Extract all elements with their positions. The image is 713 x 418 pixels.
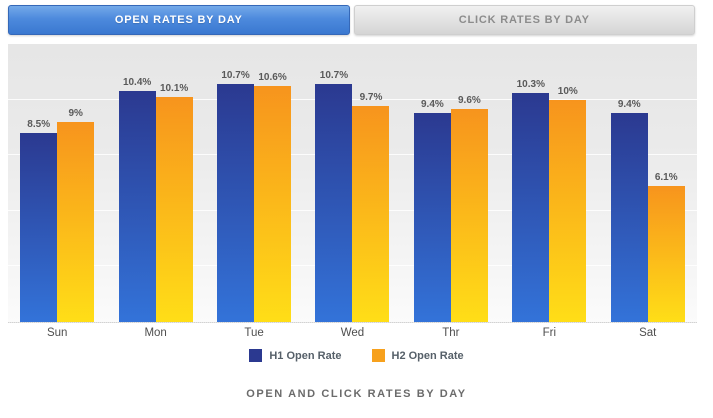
gridline — [8, 98, 697, 100]
barwrap-h1-fri: 10.3% — [512, 78, 550, 322]
bar-h1-sat — [610, 112, 648, 322]
x-axis-label-fri: Fri — [542, 327, 557, 339]
x-axis-label-thr: Thr — [442, 327, 460, 339]
bar-group-sun: 8.5% 9% — [8, 44, 106, 322]
bar-value-label: 10.7% — [221, 70, 250, 81]
bar-group-mon: 10.4% 10.1% — [106, 44, 204, 322]
barwrap-h1-mon: 10.4% — [118, 76, 156, 322]
x-axis-label-mon: Mon — [144, 327, 167, 339]
bar-h2-sat — [647, 186, 685, 322]
x-axis-label-tue: Tue — [244, 327, 264, 339]
bar-value-label: 6.1% — [654, 172, 678, 184]
bar-value-label: 10.1% — [159, 83, 189, 95]
bar-group-tue: 10.7% 10.6% — [205, 44, 303, 322]
bar-h1-tue — [217, 84, 255, 322]
chart-legend: H1 Open Rate H2 Open Rate — [0, 349, 713, 362]
tab-click-rates-by-day[interactable]: CLICK RATES BY DAY — [353, 5, 695, 35]
x-axis-label-wed: Wed — [340, 327, 365, 339]
bar-value-label: 9.4% — [617, 98, 641, 110]
barwrap-h2-mon: 10.1% — [155, 83, 193, 322]
barwrap-h2-thr: 9.6% — [450, 94, 488, 322]
bar-value-label: 9% — [68, 107, 83, 119]
bar-value-label: 10.6% — [258, 72, 287, 84]
bar-group-wed: 10.7% 9.7% — [303, 44, 401, 322]
chart-caption: OPEN AND CLICK RATES BY DAY — [246, 388, 467, 400]
legend-swatch — [249, 349, 263, 362]
chart-tabs: OPEN RATES BY DAY CLICK RATES BY DAY — [8, 5, 695, 35]
barwrap-h2-tue: 10.6% — [254, 72, 292, 322]
barwrap-h1-sat: 9.4% — [610, 98, 648, 322]
bar-h1-fri — [512, 92, 550, 322]
bar-h1-thr — [413, 112, 451, 322]
barwrap-h2-fri: 10% — [549, 85, 587, 322]
bar-h2-tue — [254, 86, 292, 322]
bar-h2-sun — [57, 121, 95, 322]
legend-item-h1-open-rate: H1 Open Rate — [249, 349, 342, 362]
bar-h1-sun — [20, 133, 58, 322]
bar-h2-thr — [450, 108, 488, 322]
bar-groups: 8.5% 9% 10.4% 10.1% 10.7% 10.6% 10.7% 9.7% 9.4% 9… — [8, 44, 697, 322]
legend-swatch — [371, 349, 385, 362]
bar-value-label: 9.6% — [457, 94, 481, 106]
legend-item-h2-open-rate: H2 Open Rate — [371, 349, 464, 362]
bar-group-thr: 9.4% 9.6% — [402, 44, 500, 322]
x-axis-label-sun: Sun — [46, 327, 68, 339]
barwrap-h1-sun: 8.5% — [20, 119, 58, 322]
bar-h1-mon — [118, 90, 156, 322]
bar-value-label: 9.7% — [359, 92, 383, 104]
bar-value-label: 10% — [557, 85, 578, 97]
bar-h1-wed — [315, 84, 353, 322]
bar-h2-wed — [352, 106, 390, 322]
bar-h2-fri — [549, 99, 587, 322]
barwrap-h1-tue: 10.7% — [217, 70, 255, 322]
barwrap-h1-thr: 9.4% — [413, 98, 451, 322]
tab-open-rates-by-day[interactable]: OPEN RATES BY DAY — [8, 5, 350, 35]
bar-h2-mon — [155, 97, 193, 322]
bar-value-label: 10.7% — [319, 70, 349, 81]
bar-value-label: 10.3% — [516, 78, 545, 90]
bar-value-label: 9.4% — [420, 98, 444, 110]
x-axis-labels: Sun Mon Tue Wed Thr Fri Sat — [8, 327, 697, 339]
barwrap-h1-wed: 10.7% — [315, 70, 353, 322]
bar-value-label: 8.5% — [27, 119, 51, 130]
barwrap-h2-sun: 9% — [57, 107, 95, 322]
bar-group-sat: 9.4% 6.1% — [599, 44, 697, 322]
legend-label: H1 Open Rate — [269, 349, 342, 362]
bar-group-fri: 10.3% 10% — [500, 44, 598, 322]
legend-label: H2 Open Rate — [391, 349, 464, 362]
bar-chart: 8.5% 9% 10.4% 10.1% 10.7% 10.6% 10.7% 9.7% 9.4% 9… — [8, 44, 697, 323]
barwrap-h2-sat: 6.1% — [647, 172, 685, 322]
barwrap-h2-wed: 9.7% — [352, 92, 390, 322]
bar-value-label: 10.4% — [122, 76, 152, 88]
x-axis-label-sat: Sat — [639, 327, 657, 339]
